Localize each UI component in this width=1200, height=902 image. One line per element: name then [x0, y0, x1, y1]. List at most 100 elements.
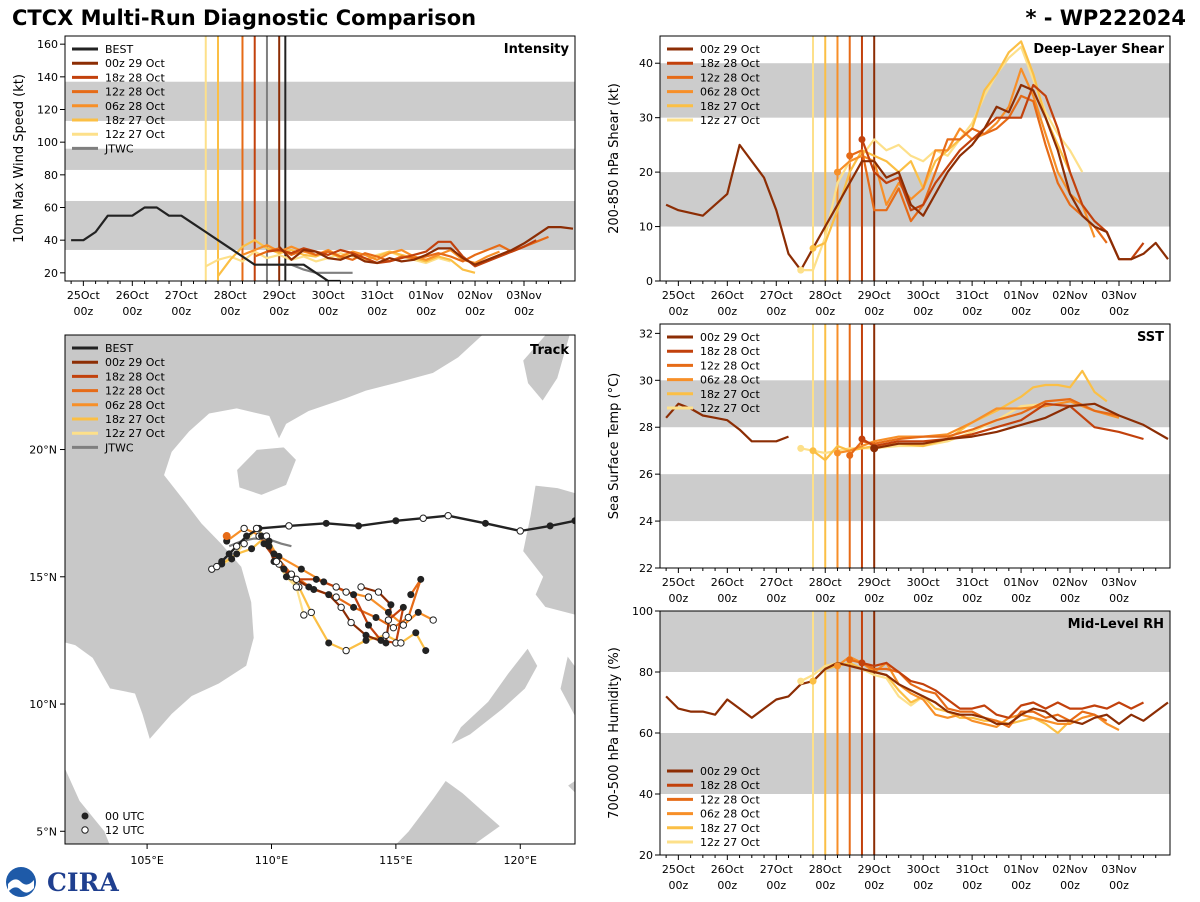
legend-label: 12z 28 Oct: [700, 71, 760, 84]
shade-band: [65, 200, 575, 250]
track-point-00utc: [312, 575, 320, 583]
track-point-12utc: [357, 583, 365, 591]
x-tick-label: 31Oct: [956, 576, 990, 589]
x-tick-hour: 00z: [913, 305, 933, 318]
x-tick-hour: 00z: [416, 305, 436, 318]
x-tick-label: 25Oct: [662, 576, 696, 589]
x-tick-hour: 00z: [815, 879, 835, 892]
noaa-icon: [6, 867, 36, 897]
x-tick-hour: 00z: [514, 305, 534, 318]
init-marker: [833, 168, 841, 176]
x-tick-label: 28Oct: [214, 289, 248, 302]
x-tick-hour: 00z: [815, 592, 835, 605]
init-marker: [858, 435, 866, 443]
track-point-00utc: [350, 591, 358, 599]
legend-marker-00utc: [81, 812, 89, 820]
track-point-12utc: [364, 593, 373, 601]
plot-frame: [659, 323, 1171, 569]
track-point-00utc: [265, 537, 273, 545]
legend-label: 18z 27 Oct: [700, 100, 760, 113]
cira-wordmark: CIRA: [47, 868, 119, 897]
x-tick-label: 30Oct: [907, 289, 941, 302]
track-point-12utc: [232, 542, 241, 550]
y-tick-label: 60: [44, 202, 58, 215]
borneo-land: [395, 779, 502, 844]
y-tick-label: 24: [639, 515, 653, 528]
x-tick-label: 25Oct: [662, 863, 696, 876]
legend-label: 12z 28 Oct: [105, 86, 165, 99]
rh-panel: [655, 610, 1171, 860]
series-line: [848, 398, 1120, 457]
init-marker: [809, 244, 817, 252]
x-tick-hour: 00z: [668, 592, 688, 605]
sst-panel: [655, 323, 1171, 573]
x-tick-hour: 00z: [1109, 879, 1129, 892]
x-tick-hour: 00z: [766, 305, 786, 318]
x-tick-label: 01Nov: [1003, 863, 1039, 876]
x-tick-label: 03Nov: [1101, 863, 1137, 876]
legend-label: BEST: [105, 342, 133, 355]
track-point-12utc: [347, 618, 355, 627]
x-tick-hour: 00z: [1109, 305, 1129, 318]
x-tick-label: 30Oct: [907, 863, 941, 876]
legend-label: 18z 28 Oct: [105, 370, 165, 383]
y-tick-label: 40: [44, 234, 58, 247]
panel-title: Mid-Level RH: [1068, 617, 1164, 632]
track-point-00utc: [228, 555, 236, 563]
x-tick-label: 31Oct: [361, 289, 395, 302]
intensity-panel: [60, 35, 576, 286]
x-tick-label: 28Oct: [809, 289, 843, 302]
legend-label: 12z 27 Oct: [105, 427, 165, 440]
y-tick-label: 120: [37, 104, 58, 117]
legend-label: JTWC: [104, 142, 134, 155]
x-tick-hour: 00z: [815, 305, 835, 318]
track-point-00utc: [422, 647, 430, 655]
x-tick-label: 26Oct: [711, 863, 745, 876]
y-tick-label: 160: [37, 38, 58, 51]
legend-label: 06z 28 Oct: [105, 100, 165, 113]
track-point-12utc: [397, 639, 405, 647]
mainland-asia-land: [65, 335, 484, 741]
track-point-00utc: [310, 586, 318, 593]
y-axis-label: 700-500 hPa Humidity (%): [607, 647, 622, 819]
track-point-12utc: [382, 631, 390, 640]
lat-tick-label: 20°N: [29, 444, 57, 457]
shear-panel: [655, 35, 1171, 286]
mindanao-land: [566, 779, 575, 794]
track-point-12utc: [374, 588, 383, 596]
y-tick-label: 30: [639, 112, 653, 125]
legend-label: 12z 28 Oct: [105, 385, 165, 398]
init-marker: [797, 266, 805, 274]
track-point-12utc: [300, 611, 308, 619]
track-point-12utc: [399, 621, 408, 629]
legend-label: 06z 28 Oct: [700, 374, 760, 387]
y-tick-label: 40: [639, 57, 653, 70]
track-point-00utc: [414, 608, 422, 616]
x-tick-hour: 00z: [1011, 305, 1031, 318]
init-marker: [809, 447, 817, 455]
x-tick-hour: 00z: [864, 305, 884, 318]
x-tick-hour: 00z: [717, 592, 737, 605]
track-point-00utc: [407, 591, 415, 599]
legend-label: 06z 28 Oct: [700, 808, 760, 821]
track-point-12utc: [292, 575, 301, 584]
x-tick-label: 27Oct: [760, 863, 794, 876]
x-tick-label: 27Oct: [760, 289, 794, 302]
x-tick-label: 02Nov: [1052, 576, 1088, 589]
init-marker: [846, 152, 854, 160]
series-line: [800, 402, 1046, 455]
legend-label: 18z 28 Oct: [700, 57, 760, 70]
track-point-12utc: [292, 583, 301, 591]
track-point-00utc: [325, 591, 333, 599]
x-tick-label: 26Oct: [711, 289, 745, 302]
legend-label: 18z 27 Oct: [105, 114, 165, 127]
panel-title: Track: [530, 343, 569, 358]
plot-frame: [64, 35, 576, 282]
x-tick-hour: 00z: [717, 305, 737, 318]
legend-label: 00z 29 Oct: [700, 43, 760, 56]
series-line: [873, 402, 1169, 450]
plot-frame: [659, 35, 1171, 282]
x-tick-label: 27Oct: [165, 289, 199, 302]
y-tick-label: 32: [639, 327, 653, 340]
